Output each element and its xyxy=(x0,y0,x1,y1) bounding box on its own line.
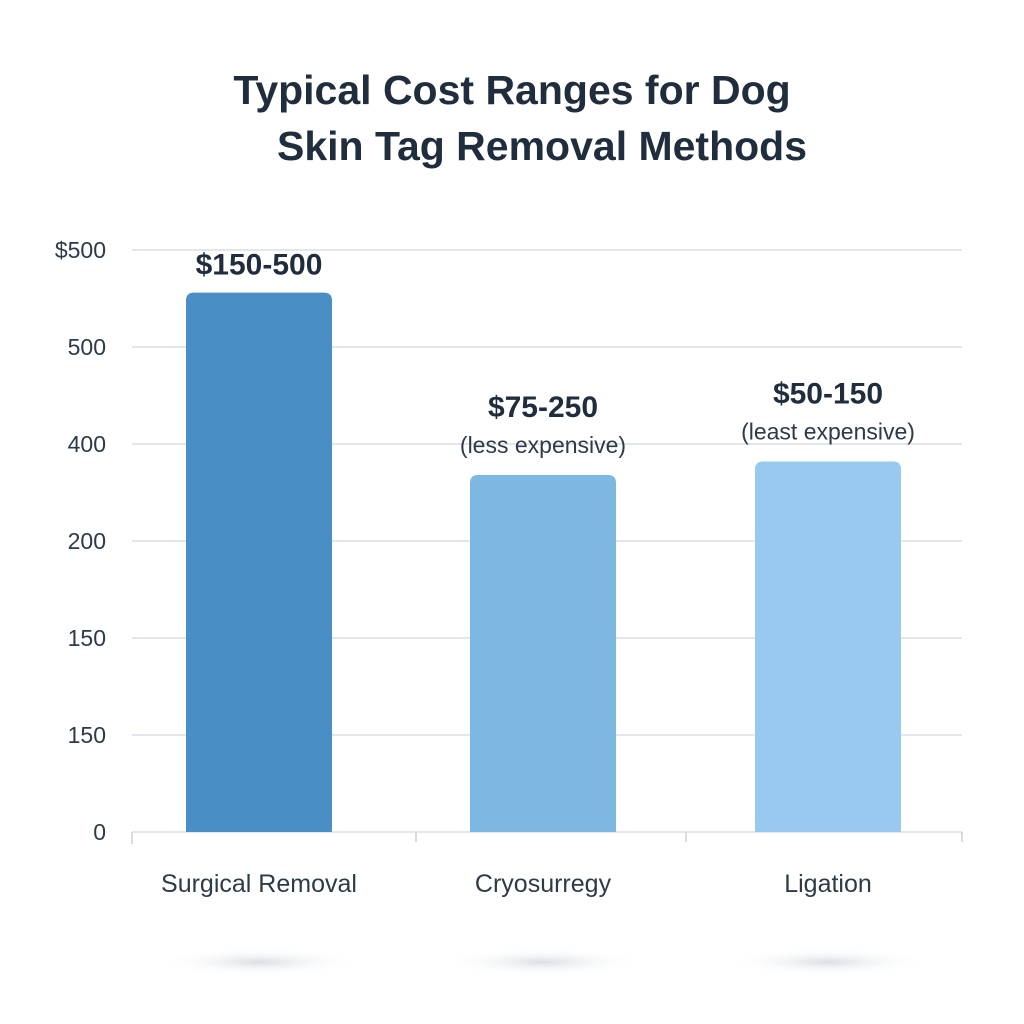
x-category-label: Surgical Removal xyxy=(161,870,357,898)
y-tick-label: 500 xyxy=(68,334,106,360)
bar-shadow xyxy=(443,948,643,976)
x-category-label: Ligation xyxy=(784,870,872,898)
bar-value-label: $75-250 xyxy=(488,391,598,424)
bar-shadow xyxy=(159,948,359,976)
chart-title: Typical Cost Ranges for Dog Skin Tag Rem… xyxy=(0,62,1024,174)
x-category-label: Cryosurregy xyxy=(475,870,612,898)
bar-value-label: $150-500 xyxy=(196,249,323,282)
bar-shadow xyxy=(728,948,928,976)
bar-cryosurgery xyxy=(470,475,616,832)
y-tick-label: 150 xyxy=(68,722,106,748)
y-tick-label: 200 xyxy=(68,528,106,554)
y-tick-label: 400 xyxy=(68,431,106,457)
chart-title-line-1: Typical Cost Ranges for Dog xyxy=(233,67,791,113)
chart-title-line-2: Skin Tag Removal Methods xyxy=(276,123,808,169)
bar-value-note: (less expensive) xyxy=(460,432,626,458)
bar-ligation xyxy=(755,461,901,832)
y-tick-label: 0 xyxy=(93,819,106,845)
y-tick-label: 150 xyxy=(68,625,106,651)
bar-surgical-removal xyxy=(186,292,332,832)
bar-value-label: $50-150 xyxy=(773,377,883,410)
y-tick-label: $500 xyxy=(55,237,106,263)
bar-value-note: (least expensive) xyxy=(741,418,915,444)
